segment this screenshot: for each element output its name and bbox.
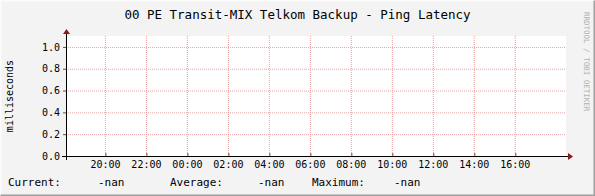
tick-mark [63, 91, 66, 92]
tick-mark [146, 153, 147, 156]
summary-value: -nan [394, 176, 421, 189]
summary-value: -nan [98, 176, 125, 189]
grid-line [66, 134, 566, 135]
tick-label: 0.2 [42, 129, 60, 140]
tick-label: 06:00 [295, 159, 325, 170]
y-axis-title: milliseconds [4, 60, 15, 132]
grid-line [351, 36, 352, 156]
tick-mark [515, 153, 516, 156]
tick-label: 10:00 [377, 159, 407, 170]
watermark: RRDTOOL / TOBI OETIKER [582, 12, 591, 112]
axis-arrow [63, 29, 70, 34]
tick: 04:00 [254, 153, 284, 170]
tick: 0.8 [42, 63, 66, 74]
x-axis: 20:00 22:00 00:00 02:00 04:00 06:00 08:00 10:00… [67, 153, 567, 170]
tick: 20:00 [90, 153, 120, 170]
grid-line [105, 36, 106, 156]
tick-mark [392, 153, 393, 156]
grid-line [310, 36, 311, 156]
tick: 0.2 [42, 129, 66, 140]
tick-label: 0.6 [42, 85, 60, 96]
tick-label: 00:00 [172, 159, 202, 170]
tick-mark [310, 153, 311, 156]
grid-line [515, 36, 516, 156]
tick: 06:00 [295, 153, 325, 170]
tick: 12:00 [418, 153, 448, 170]
summary-label: Average: [170, 176, 223, 189]
tick-mark [63, 47, 66, 48]
y-axis: 0.0 0.2 0.4 0.6 0.8 1.0 [42, 37, 67, 162]
tick: 14:00 [459, 153, 489, 170]
grid-line [66, 47, 566, 48]
tick-label: 1.0 [42, 42, 60, 53]
y-axis-extension [66, 34, 67, 160]
tick-label: 12:00 [418, 159, 448, 170]
shade [1, 1, 595, 196]
grid-line [474, 36, 475, 156]
tick-label: 08:00 [336, 159, 366, 170]
axis-arrow [568, 153, 573, 160]
x-axis-extension [62, 156, 568, 157]
tick-label: 02:00 [213, 159, 243, 170]
tick-mark [63, 134, 66, 135]
tick-mark [105, 153, 106, 156]
tick-label: 20:00 [90, 159, 120, 170]
tick-label: 0.8 [42, 63, 60, 74]
tick-mark [187, 153, 188, 156]
grid-line [392, 36, 393, 156]
tick: 10:00 [377, 153, 407, 170]
grid-line [66, 112, 566, 113]
tick: 0.6 [42, 85, 66, 96]
tick: 22:00 [131, 153, 161, 170]
tick-mark [351, 153, 352, 156]
tick: 00:00 [172, 153, 202, 170]
tick: 08:00 [336, 153, 366, 170]
tick-label: 0.4 [42, 107, 60, 118]
tick-mark [433, 153, 434, 156]
tick-label: 0.0 [42, 151, 60, 162]
tick-mark [269, 153, 270, 156]
summary-label: Maximum: [312, 176, 365, 189]
background [0, 0, 595, 196]
summary-value: -nan [258, 176, 285, 189]
grid-line [66, 69, 566, 70]
grid-line [66, 91, 566, 92]
plot-area [66, 36, 566, 156]
tick: 1.0 [42, 42, 66, 53]
chart: 20:00 22:00 00:00 02:00 04:00 06:00 08:00 10:00… [0, 0, 595, 196]
tick-label: 04:00 [254, 159, 284, 170]
tick-label: 16:00 [500, 159, 530, 170]
tick: 02:00 [213, 153, 243, 170]
grid-line [433, 36, 434, 156]
grid-line [228, 36, 229, 156]
tick-label: 22:00 [131, 159, 161, 170]
grid-line [146, 36, 147, 156]
grid-line [187, 36, 188, 156]
tick-mark [63, 112, 66, 113]
tick-mark [474, 153, 475, 156]
shade [1, 1, 595, 196]
tick-mark [228, 153, 229, 156]
grid-line [269, 36, 270, 156]
tick-mark [63, 69, 66, 70]
grid [66, 36, 566, 157]
title: 00 PE Transit-MIX Telkom Backup - Ping L… [124, 7, 471, 22]
tick: 0.4 [42, 107, 66, 118]
tick: 16:00 [500, 153, 530, 170]
tick-label: 14:00 [459, 159, 489, 170]
summary-label: Current: [8, 176, 61, 189]
